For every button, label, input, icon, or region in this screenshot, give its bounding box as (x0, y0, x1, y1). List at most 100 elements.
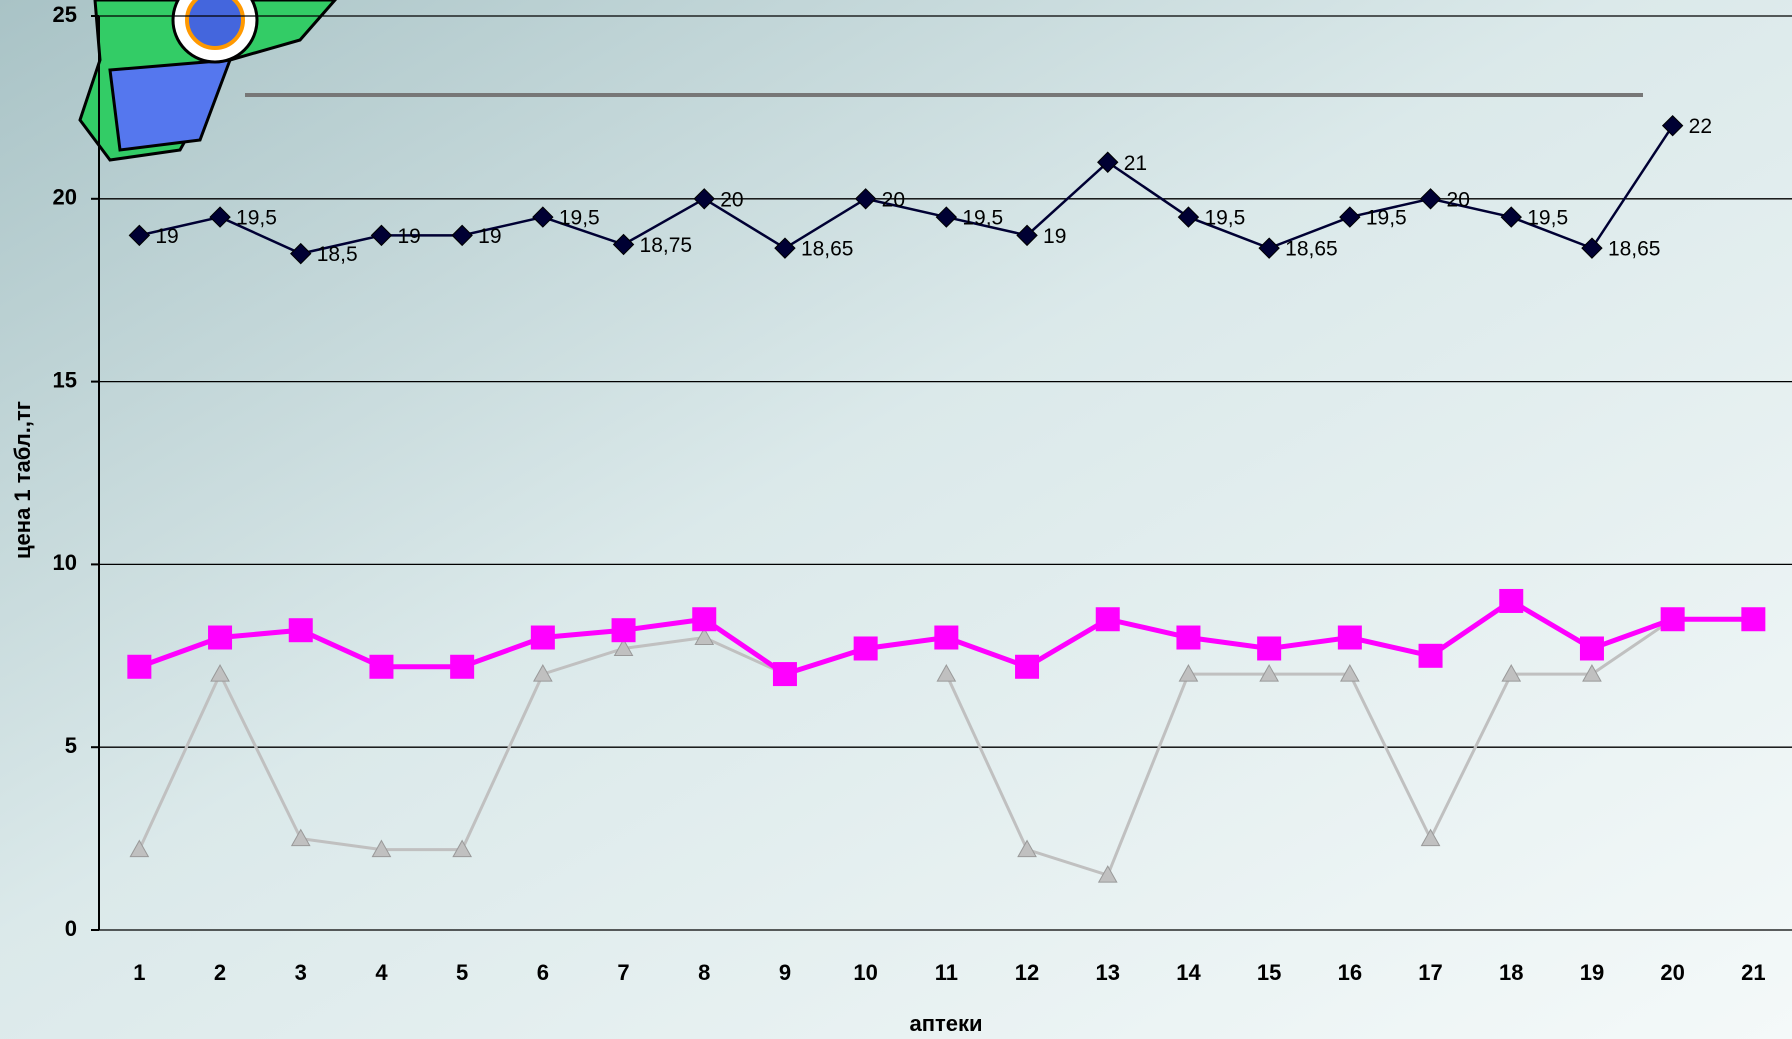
x-tick-label: 2 (214, 960, 226, 985)
point (1015, 654, 1040, 679)
point (1420, 828, 1441, 847)
point (774, 237, 796, 259)
point (532, 664, 553, 682)
point (854, 188, 877, 210)
point (613, 638, 634, 656)
x-tick-label: 12 (1015, 960, 1039, 985)
x-tick-label: 6 (537, 960, 549, 985)
point (290, 242, 312, 265)
x-tick-label: 8 (698, 960, 710, 985)
point (530, 625, 555, 650)
point (1660, 607, 1685, 632)
x-tick-label: 15 (1257, 960, 1281, 985)
data-label: 19,5 (962, 207, 1003, 230)
point (451, 224, 473, 247)
point (1176, 625, 1201, 650)
data-label: 20 (720, 188, 743, 211)
data-label: 20 (1447, 188, 1470, 211)
y-tick-label: 0 (65, 916, 77, 941)
point (934, 625, 959, 650)
point (371, 839, 392, 858)
point (1257, 636, 1282, 661)
point (1501, 664, 1522, 682)
point (935, 206, 958, 228)
x-tick-label: 9 (779, 960, 791, 985)
y-tick-label: 10 (53, 550, 77, 575)
data-label: 18,65 (1285, 238, 1338, 261)
data-label: 21 (1124, 152, 1147, 175)
x-tick-label: 11 (935, 960, 958, 985)
point (1095, 607, 1120, 632)
x-tick-label: 3 (295, 960, 307, 985)
point (450, 654, 475, 679)
point (1177, 206, 1200, 228)
point (694, 627, 715, 646)
point (129, 839, 150, 858)
point (1258, 237, 1280, 259)
point (1097, 865, 1118, 883)
y-tick-label: 5 (65, 733, 77, 758)
x-tick-label: 16 (1338, 960, 1362, 985)
x-tick-label: 7 (617, 960, 629, 985)
data-label: 19,5 (559, 207, 600, 230)
point (128, 224, 151, 247)
data-label: 19 (155, 225, 178, 248)
x-tick-label: 17 (1418, 960, 1442, 985)
point (127, 654, 152, 679)
point (210, 664, 230, 682)
data-label: 18,65 (1608, 238, 1661, 261)
point (452, 839, 473, 858)
x-tick-label: 10 (853, 960, 877, 985)
y-axis-label: цена 1 табл.,тг (10, 401, 35, 559)
point (1178, 664, 1199, 682)
data-label: 19 (1043, 225, 1066, 248)
point (1259, 664, 1280, 682)
point (611, 618, 636, 643)
series-line (139, 124, 1674, 255)
point (1097, 151, 1119, 173)
point (1419, 188, 1442, 210)
point (853, 636, 878, 661)
data-label: 19 (478, 225, 501, 248)
point (1582, 664, 1602, 682)
point (1016, 224, 1038, 247)
x-axis-label: аптеки (909, 1011, 982, 1036)
point (290, 828, 311, 847)
data-label: 19,5 (1527, 207, 1568, 230)
x-tick-label: 18 (1499, 960, 1523, 985)
point (1499, 588, 1524, 613)
x-tick-label: 13 (1096, 960, 1120, 985)
point (692, 607, 717, 632)
point (936, 664, 957, 682)
point (1339, 206, 1361, 228)
point (693, 188, 715, 210)
point (369, 654, 394, 679)
data-label: 18,65 (801, 238, 854, 261)
data-label: 19,5 (236, 207, 277, 230)
x-tick-label: 21 (1741, 960, 1765, 985)
data-label: 18,75 (640, 234, 693, 257)
point (288, 618, 313, 643)
y-tick-label: 20 (53, 185, 77, 210)
point (532, 206, 554, 228)
point (772, 662, 797, 687)
data-label: 22 (1689, 115, 1712, 138)
point (370, 224, 393, 247)
data-label: 18,5 (317, 243, 358, 266)
point (1500, 206, 1522, 228)
point (209, 206, 231, 228)
point (1741, 607, 1766, 632)
x-tick-label: 19 (1580, 960, 1604, 985)
point (1418, 643, 1443, 668)
data-label: 20 (882, 188, 905, 211)
data-label: 19 (397, 225, 420, 248)
y-tick-label: 15 (53, 367, 77, 392)
data-label: 19,5 (1366, 207, 1407, 230)
x-tick-label: 14 (1176, 960, 1201, 985)
point (1339, 664, 1360, 682)
x-tick-label: 1 (133, 960, 145, 985)
point (1579, 636, 1604, 661)
